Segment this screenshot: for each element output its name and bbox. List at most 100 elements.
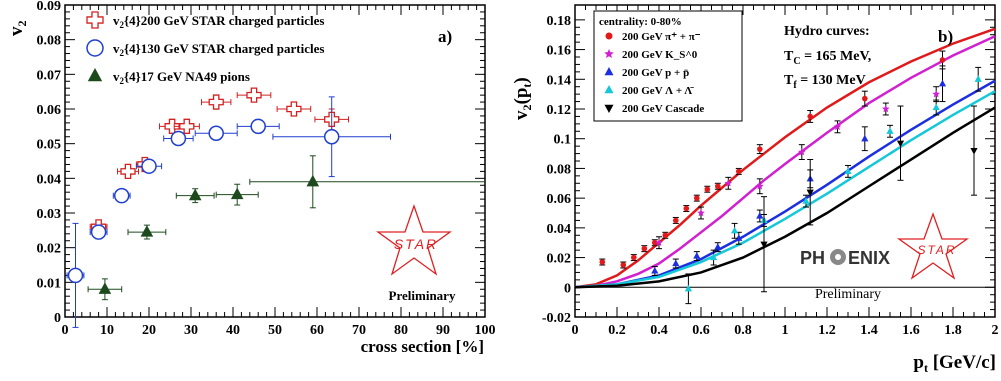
- data-point: [641, 245, 648, 252]
- legend-marker: [604, 49, 614, 59]
- legend-entry: 200 GeV Λ + Λ̄: [622, 85, 694, 97]
- hydro-curve: [574, 35, 996, 289]
- data-point: [188, 188, 202, 201]
- data-point: [179, 118, 195, 134]
- legend-marker: [605, 32, 613, 40]
- hydro-curve: [574, 90, 996, 289]
- y-tick-label: 0.16: [547, 44, 572, 59]
- panel-label-a: a): [438, 27, 452, 46]
- legend-marker: [604, 85, 614, 94]
- panel-b: 0 0.2 0.4 0.6 0.8 1 1.2 1.4 1.6 1.8 2-0.0200.020.0…: [511, 4, 999, 375]
- data-point: [655, 238, 663, 246]
- data-point: [736, 168, 742, 175]
- data-point: [673, 217, 679, 224]
- data-point: [697, 209, 705, 217]
- x-tick-label: 0: [62, 323, 69, 338]
- data-point: [932, 90, 941, 98]
- data-point: [672, 259, 680, 267]
- data-point: [724, 179, 733, 187]
- x-tick-label: 20: [142, 323, 156, 338]
- x-axis-label-b: pt [GeV/c]: [913, 352, 996, 375]
- x-tick-label: 10: [100, 323, 114, 338]
- data-point: [861, 134, 869, 142]
- x-tick-label: 40: [226, 323, 240, 338]
- legend-entry: v2{4}200 GeV STAR charged particles: [113, 13, 324, 30]
- y-tick-label: -0.02: [542, 311, 571, 326]
- y-tick-label: 0.09: [37, 0, 62, 14]
- legend-marker: [604, 67, 614, 76]
- x-tick-label: 0.2: [608, 323, 626, 338]
- data-point: [620, 262, 627, 268]
- data-point: [715, 183, 721, 190]
- phenix-logo-text-2: ENIX: [848, 248, 890, 268]
- axes-b: 0 0.2 0.4 0.6 0.8 1 1.2 1.4 1.6 1.8 2-0.0200.020.0…: [542, 5, 999, 338]
- x-tick-label: 30: [184, 323, 198, 338]
- legend-entry: v2{4}130 GeV STAR charged particles: [113, 41, 324, 58]
- data-point: [90, 224, 107, 240]
- y-tick-label: 0.03: [37, 207, 62, 222]
- x-tick-label: 80: [394, 323, 408, 338]
- data-point: [140, 225, 154, 237]
- data-point: [230, 187, 244, 200]
- x-tick-label: 70: [352, 323, 366, 338]
- data-point: [683, 205, 690, 212]
- data-point: [286, 101, 302, 117]
- x-tick-label: 2: [992, 323, 999, 338]
- star-logo-a: STAR: [376, 204, 452, 276]
- data-point: [323, 128, 340, 145]
- star-logo-b-text: STAR: [917, 243, 956, 257]
- y-tick-label: 0.07: [37, 68, 62, 83]
- data-point: [797, 148, 806, 156]
- data-point: [755, 182, 764, 190]
- phenix-logo-text-1: PH: [800, 248, 825, 268]
- data-point: [806, 189, 814, 197]
- star-logo-b-shape: [896, 212, 970, 280]
- data-point: [67, 267, 84, 284]
- axes-a: 0 10 20 30 40 50 60 70 80 90 100 0 0.01 0.02 0.03 0.04 0…: [37, 0, 496, 338]
- data-point: [710, 253, 718, 261]
- data-point: [714, 243, 722, 250]
- hydro-tf: Tf = 130 MeV: [784, 73, 866, 91]
- data-point: [760, 241, 768, 249]
- x-tick-label: 1.4: [860, 323, 878, 338]
- preliminary-label-a: Preliminary: [389, 288, 456, 303]
- x-tick-label: 60: [310, 323, 324, 338]
- data-point: [113, 187, 130, 204]
- y-tick-label: 0.01: [37, 276, 62, 291]
- x-tick-label: 0.4: [650, 323, 668, 338]
- y-axis-label-b: v2(pt): [511, 77, 534, 120]
- data-point: [651, 266, 659, 274]
- y-tick-label: 0.02: [547, 252, 572, 267]
- legend-entry: 200 GeV π⁺ + π⁻: [622, 31, 701, 43]
- data-point: [662, 232, 669, 239]
- x-axis-label-a: cross section [%]: [361, 337, 484, 356]
- y-tick-label: 0.05: [37, 138, 62, 153]
- phenix-gear-icon: [830, 249, 846, 265]
- data-point: [757, 146, 763, 152]
- preliminary-label-b: Preliminary: [815, 287, 881, 302]
- x-tick-label: 0: [572, 323, 579, 338]
- data-point: [938, 79, 947, 87]
- data-point: [974, 75, 982, 82]
- hydro-tc: TC = 165 MeV,: [784, 49, 871, 67]
- y-tick-label: 0.04: [37, 172, 62, 187]
- data-point: [807, 113, 813, 120]
- y-tick-label: 0: [564, 281, 571, 296]
- legend-entry: v2{4}17 GeV NA49 pions: [113, 69, 250, 86]
- data-point: [896, 140, 905, 148]
- y-tick-label: 0.14: [547, 73, 572, 88]
- data-point: [631, 254, 637, 261]
- data-point: [932, 103, 940, 111]
- legend-marker: [86, 39, 104, 57]
- legend-entry: 200 GeV p + p̄: [622, 67, 689, 79]
- y-tick-label: 0.02: [37, 242, 62, 257]
- y-tick-label: 0.18: [547, 14, 572, 29]
- marks-b: [599, 50, 982, 305]
- y-tick-label: 0.06: [37, 103, 62, 118]
- x-tick-label: 1.8: [944, 323, 962, 338]
- y-axis-label-a: v2: [6, 21, 29, 37]
- data-point: [250, 118, 266, 135]
- data-point: [704, 186, 711, 193]
- x-tick-label: 100: [475, 323, 496, 338]
